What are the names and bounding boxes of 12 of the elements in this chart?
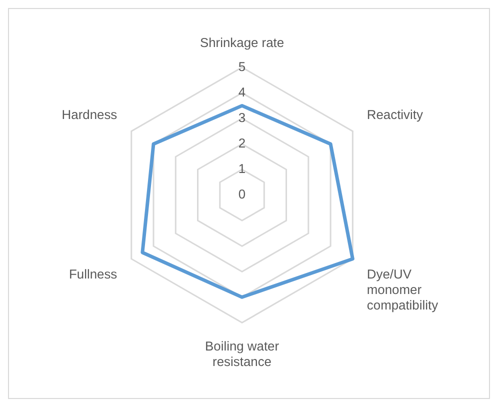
y-tick-label: 2 <box>238 136 246 151</box>
y-tick-label: 4 <box>238 84 246 100</box>
spoke-label: Boiling water resistance <box>205 338 280 369</box>
spoke-label: Hardness <box>62 106 118 122</box>
spoke-label: Dye/UV monomer compatibility <box>366 266 439 312</box>
y-tick-label: 5 <box>238 58 246 74</box>
spoke-label: Shrinkage rate <box>200 34 284 50</box>
spoke-label: Fullness <box>69 266 118 282</box>
y-tick-label: 1 <box>238 161 246 176</box>
y-tick-label: 0 <box>238 186 246 202</box>
y-tick-label: 3 <box>238 110 246 126</box>
spoke-label: Reactivity <box>366 106 424 122</box>
